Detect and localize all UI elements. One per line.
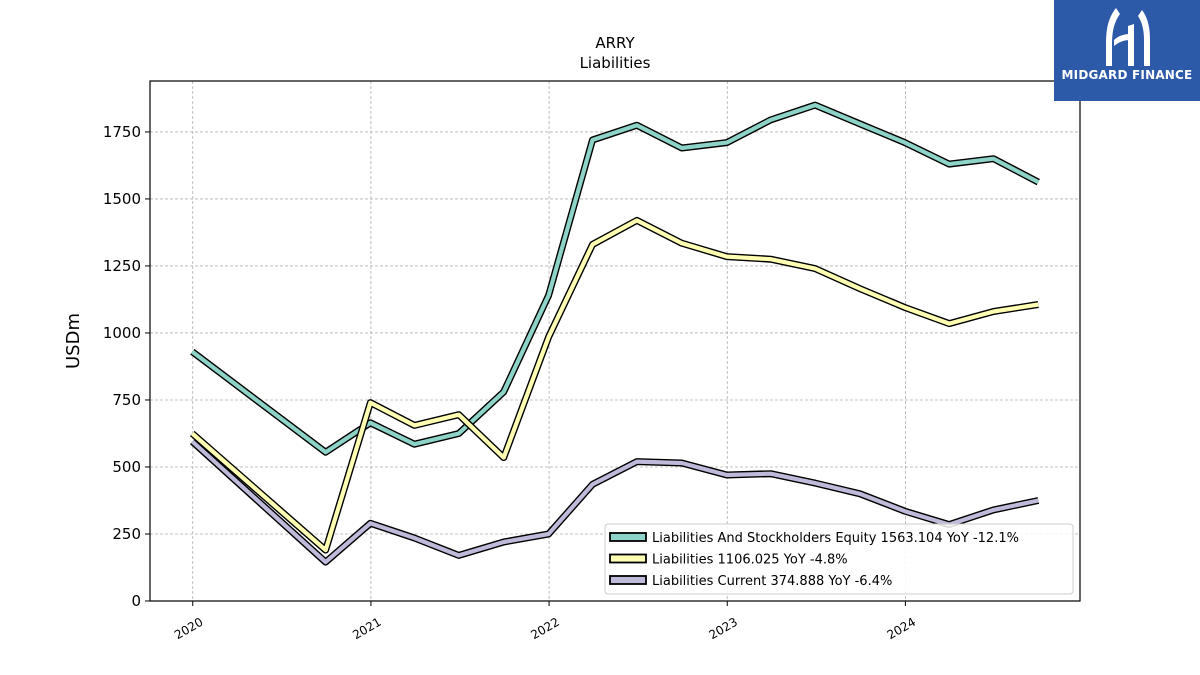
y-tick-label: 750 <box>112 391 141 409</box>
x-tick-label: 2022 <box>528 615 561 642</box>
y-tick-label: 1250 <box>103 257 141 275</box>
chart-subtitle: Liabilities <box>580 54 651 72</box>
midgard-finance-logo: MIDGARD FINANCE <box>1054 0 1200 101</box>
legend: Liabilities And Stockholders Equity 1563… <box>604 523 1074 595</box>
x-tick-label: 2021 <box>350 615 383 642</box>
series-line-1 <box>190 101 1040 456</box>
y-tick-label: 1500 <box>103 190 141 208</box>
series-line-fill <box>190 439 1039 565</box>
legend-label: Liabilities 1106.025 YoY -4.8% <box>652 553 848 568</box>
series-line-fill <box>190 218 1039 553</box>
series-line-fill <box>191 102 1040 455</box>
series-line-outline <box>189 216 1039 554</box>
series-line-2 <box>189 216 1039 554</box>
legend-swatch <box>609 553 647 564</box>
y-axis-label: USDm <box>63 313 84 369</box>
logo-mark-icon <box>1106 8 1150 66</box>
x-tick-label: 2020 <box>172 615 205 642</box>
legend-label: Liabilities And Stockholders Equity 1563… <box>652 531 1019 546</box>
logo-text: MIDGARD FINANCE <box>1061 68 1193 82</box>
plot-frame <box>149 80 1081 602</box>
series-line-3 <box>189 438 1040 566</box>
legend-label: Liabilities Current 374.888 YoY -6.4% <box>652 574 892 589</box>
y-tick-label: 1750 <box>103 123 141 141</box>
plot-area <box>189 101 1040 566</box>
y-tick-label: 500 <box>112 458 141 476</box>
y-tick-label: 250 <box>112 525 141 543</box>
y-tick-label: 0 <box>131 592 141 610</box>
x-tick-label: 2024 <box>885 615 918 642</box>
x-tick-label: 2023 <box>707 615 740 642</box>
legend-box <box>604 523 1074 595</box>
legend-swatch <box>609 532 647 542</box>
y-tick-label: 1000 <box>103 324 141 342</box>
legend-swatch <box>609 575 647 585</box>
chart-title: ARRY <box>595 34 635 52</box>
